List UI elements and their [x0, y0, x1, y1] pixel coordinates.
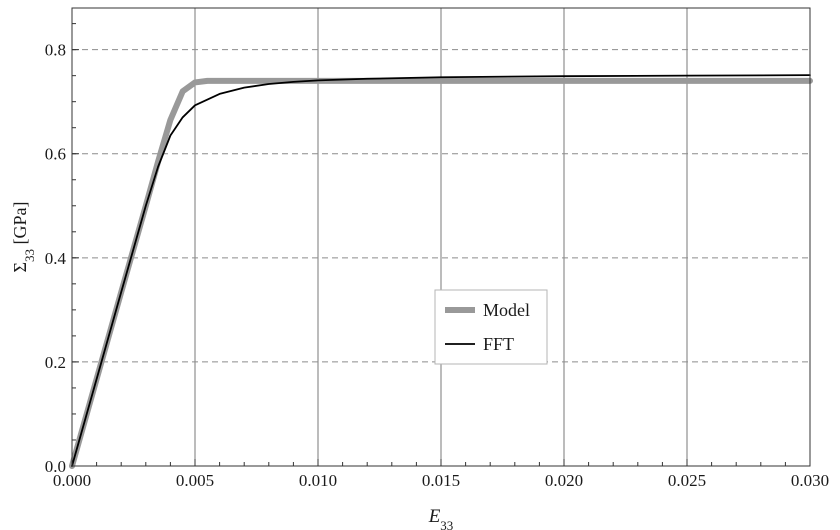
y-axis-label-sub: 33: [22, 249, 37, 262]
series-layer: [69, 74, 813, 469]
x-axis-label: E33: [428, 506, 454, 530]
legend-box: [434, 289, 548, 365]
series-line-fft: [71, 74, 811, 467]
y-tick-label: 0.2: [45, 353, 66, 372]
ticks: 0.000 0.005 0.010 0.015 0.020 0.025 0.030 0.0 0.…: [45, 23, 829, 490]
x-axis-label-sub: 33: [440, 518, 453, 530]
x-axis-label-main: E: [428, 506, 441, 527]
x-tick-label: 0.015: [422, 471, 460, 490]
y-tick-label: 0.0: [45, 457, 66, 476]
y-tick-label: 0.8: [45, 41, 66, 60]
y-tick-label: 0.6: [45, 145, 66, 164]
y-axis-label-main: Σ: [10, 262, 30, 272]
legend-label-fft: FFT: [483, 334, 514, 354]
x-tick-label: 0.030: [791, 471, 829, 490]
y-axis-label-unit: [GPa]: [10, 202, 30, 250]
x-tick-label: 0.005: [176, 471, 214, 490]
legend-label-model: Model: [483, 300, 530, 320]
y-tick-label: 0.4: [45, 249, 67, 268]
grid: [72, 8, 810, 466]
axis-labels: E33 Σ33 [GPa]: [10, 202, 453, 530]
x-tick-label: 0.025: [668, 471, 706, 490]
x-tick-label: 0.020: [545, 471, 583, 490]
legend: Model FFT: [434, 289, 548, 365]
x-tick-label: 0.010: [299, 471, 337, 490]
y-axis-label: Σ33 [GPa]: [10, 202, 37, 273]
x-tick-label: 0.000: [53, 471, 91, 490]
